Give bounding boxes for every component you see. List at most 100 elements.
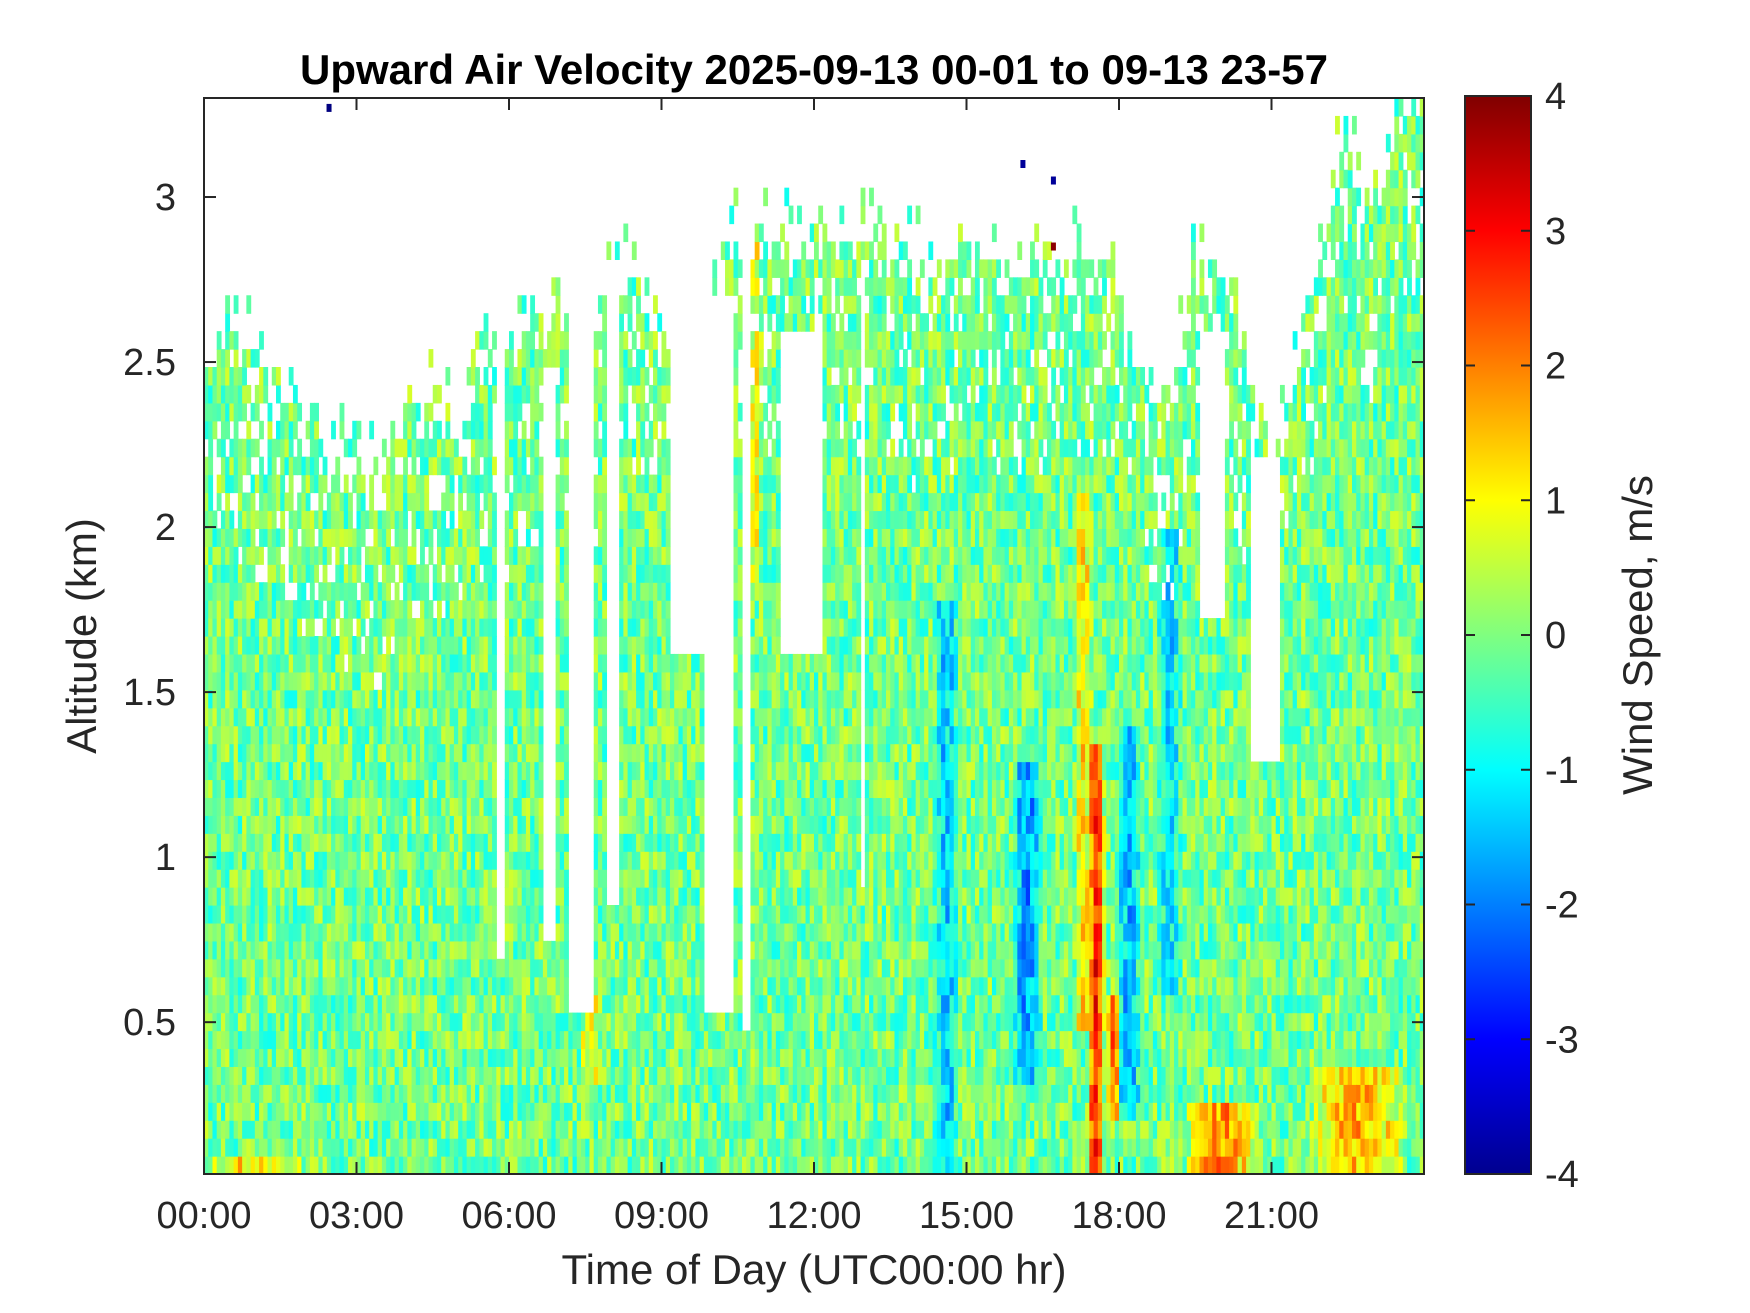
heatmap-cell [631,510,637,529]
heatmap-cell [390,1048,396,1067]
heatmap-cell [242,689,247,709]
heatmap-cell [394,815,400,834]
heatmap-cell [301,797,307,816]
heatmap-cell [657,600,663,619]
heatmap-cell [775,510,781,529]
heatmap-cell [492,653,497,673]
heatmap-cell [301,761,307,781]
heatmap-cell [212,510,218,529]
heatmap-cell [314,1102,319,1121]
heatmap-cell [479,600,485,619]
heatmap-cell [369,779,375,798]
heatmap-cell [619,743,624,763]
heatmap-cell [517,833,523,852]
heatmap-cell [585,1012,591,1032]
heatmap-cell [407,438,413,458]
heatmap-cell [487,1012,493,1032]
heatmap-cell [661,1048,667,1067]
heatmap-cell [441,815,447,834]
heatmap-cell [436,940,442,960]
heatmap-cell [352,797,358,816]
heatmap-cell [525,940,531,960]
heatmap-cell [564,940,569,960]
heatmap-cell [479,420,485,440]
heatmap-cell [377,958,383,978]
heatmap-cell [204,510,209,529]
heatmap-cell [661,492,667,512]
heatmap-cell [331,492,336,512]
heatmap-cell [470,564,476,583]
heatmap-cell [453,1084,459,1103]
heatmap-cell [424,582,430,601]
heatmap-cell [326,1102,332,1121]
heatmap-cell [653,976,658,996]
heatmap-cell [297,1084,303,1103]
heatmap-cell [572,1156,578,1175]
heatmap-cell [424,636,430,655]
heatmap-cell [775,1084,781,1103]
heatmap-cell [619,331,624,350]
heatmap-cell [475,815,480,834]
heatmap-cell [534,1012,540,1032]
heatmap-cell [364,815,370,834]
heatmap-cell [648,492,654,512]
heatmap-cell [640,546,646,565]
heatmap-cell [398,707,404,727]
heatmap-cell [492,761,497,781]
heatmap-cell [763,1066,769,1085]
heatmap-cell [775,546,781,565]
heatmap-cell [750,1156,756,1175]
heatmap-cell [644,367,650,386]
heatmap-cell [428,1102,434,1121]
heatmap-cell [343,976,349,996]
heatmap-cell [733,528,739,547]
heatmap-cell [733,1012,739,1032]
heatmap-cell [653,1048,658,1067]
heatmap-cell [386,618,391,637]
heatmap-cell [653,636,658,655]
heatmap-cell [669,922,675,942]
heatmap-cell [343,1012,349,1032]
heatmap-cell [237,1156,243,1175]
heatmap-cell [530,833,536,852]
heatmap-cell [297,976,303,996]
heatmap-cell [297,707,303,727]
heatmap-cell [445,582,451,601]
heatmap-cell [559,940,565,960]
heatmap-cell [466,492,472,512]
heatmap-cell [348,1048,353,1067]
heatmap-cell [479,384,485,404]
heatmap-cell [733,1138,739,1157]
heatmap-cell [250,689,256,709]
heatmap-cell [284,797,290,816]
heatmap-cell [466,976,472,996]
heatmap-cell [475,940,480,960]
heatmap-cell [356,905,362,924]
heatmap-cell [487,1120,493,1139]
heatmap-cell [356,761,362,781]
heatmap-cell [331,922,336,942]
heatmap-cell [623,725,629,745]
heatmap-cell [335,905,341,924]
heatmap-cell [420,1084,425,1103]
heatmap-cell [636,905,641,924]
heatmap-cell [466,940,472,960]
heatmap-cell [551,994,557,1014]
heatmap-cell [381,1138,387,1157]
heatmap-cell [326,797,332,816]
heatmap-cell [631,1012,637,1032]
heatmap-cell [640,349,646,368]
heatmap-cell [267,510,273,529]
heatmap-cell [208,1030,214,1050]
heatmap-cell [390,869,396,888]
heatmap-cell [648,1084,654,1103]
heatmap-cell [314,869,319,888]
heatmap-cell [475,402,480,422]
heatmap-cell [364,636,370,655]
heatmap-cell [280,492,286,512]
heatmap-cell [695,725,701,745]
heatmap-cell [695,1030,701,1050]
heatmap-cell [767,474,773,494]
heatmap-cell [288,922,294,942]
heatmap-cell [661,797,667,816]
